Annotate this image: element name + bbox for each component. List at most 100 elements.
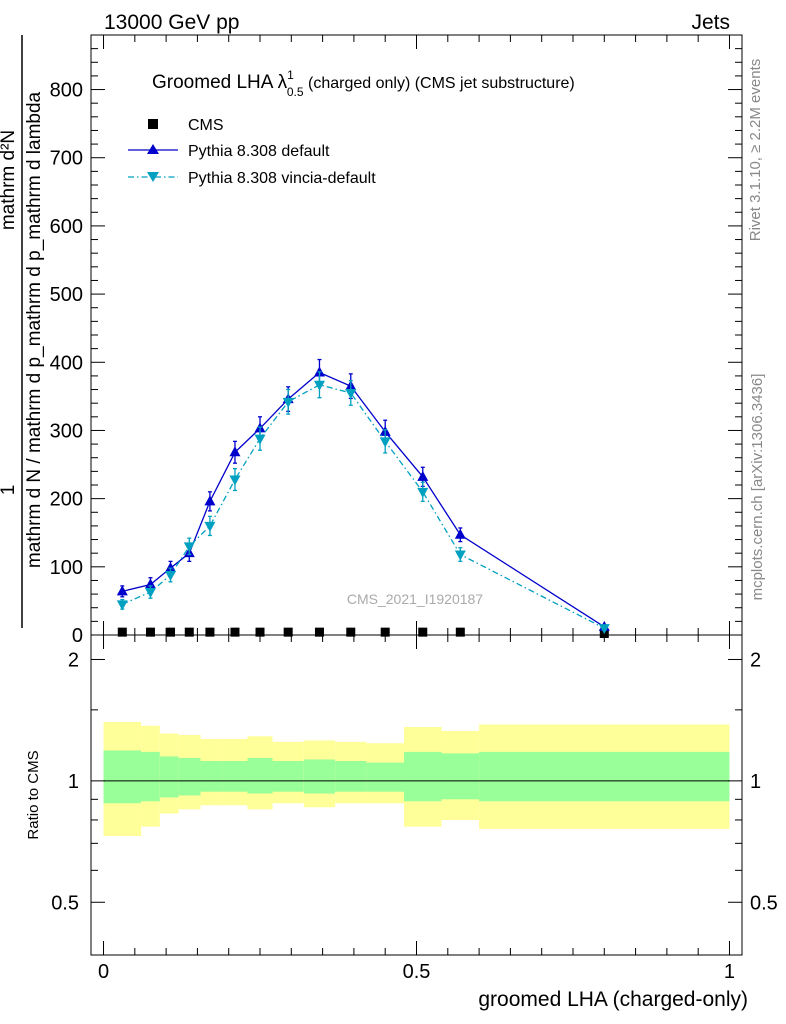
data-point-cms	[230, 627, 240, 637]
data-point-pythia-8-308-vincia-default	[116, 600, 128, 611]
ratio-green-band	[441, 753, 480, 800]
legend-pythia-vincia-label: Pythia 8.308 vincia-default	[188, 170, 376, 187]
data-point-pythia-8-308-vincia-default	[183, 542, 195, 553]
data-point-pythia-8-308-vincia-default	[144, 588, 156, 599]
data-point-pythia-8-308-default	[417, 470, 429, 481]
main-panel: 0 100 200 300 400 500 600 700 800 CMS_2021_I1920…	[0, 34, 743, 647]
data-point-pythia-8-308-default	[164, 562, 176, 573]
data-point-cms	[283, 627, 293, 637]
ratio-green-band	[159, 756, 179, 798]
legend-item-pythia-vincia: Pythia 8.308 vincia-default	[128, 170, 376, 187]
main-ytick-label: 300	[50, 420, 83, 442]
ratio-green-band	[479, 751, 730, 802]
ratio-ytick-label-right: 2	[750, 649, 761, 671]
ratio-x-ticks: 0 0.5 1	[98, 635, 735, 983]
ratio-xtick-label: 0	[98, 961, 109, 983]
data-point-pythia-8-308-vincia-default	[229, 475, 241, 486]
title-sup: 1	[287, 68, 294, 82]
ratio-green-band	[222, 761, 248, 792]
watermark: CMS_2021_I1920187	[347, 591, 483, 607]
legend-cms-label: CMS	[188, 117, 224, 134]
main-x-ticks	[103, 35, 730, 635]
legend-item-cms: CMS	[148, 117, 224, 134]
data-point-cms	[346, 627, 356, 637]
main-ytick-label: 100	[50, 557, 83, 579]
ratio-green-band	[303, 759, 336, 794]
data-point-cms	[455, 627, 465, 637]
rivet-label: Rivet 3.1.10, ≥ 2.2M events	[747, 59, 764, 242]
ratio-ytick-label: 0.5	[51, 892, 79, 914]
main-ytick-label: 200	[50, 489, 83, 511]
title-rest: (charged only) (CMS jet substructure)	[304, 75, 575, 92]
ratio-y-label: Ratio to CMS	[25, 750, 42, 839]
ratio-xtick-label: 1	[724, 961, 735, 983]
ratio-y-ticks: 0.5 0.5 1 1 2 2	[51, 649, 778, 914]
ylabel-top: mathrm d²N	[0, 130, 19, 230]
legend-cms-marker	[148, 119, 158, 129]
legend-pythia-default-label: Pythia 8.308 default	[188, 143, 330, 160]
main-ytick-label: 600	[50, 216, 83, 238]
data-point-pythia-8-308-vincia-default	[454, 550, 466, 561]
ratio-green-band	[272, 761, 304, 792]
main-ytick-label: 800	[50, 80, 83, 102]
ylabel-denominator: mathrm d N / mathrm d p_mathrm d p_mathr…	[24, 91, 45, 568]
data-point-pythia-8-308-default	[116, 585, 128, 596]
data-point-pythia-8-308-vincia-default	[254, 434, 266, 445]
header-right: Jets	[691, 11, 730, 34]
ratio-green-band	[141, 751, 160, 802]
data-point-cms	[184, 627, 194, 637]
ratio-panel: 0.5 0.51 12 2 0 0.5 1 Ratio to CMS groomed LH…	[25, 634, 778, 1011]
mcplots-label: mcplots.cern.ch [arXiv:1306.3436]	[749, 374, 766, 601]
data-point-pythia-8-308-vincia-default	[164, 571, 176, 581]
title-main: Groomed LHA	[152, 72, 278, 93]
series-layer	[116, 358, 610, 638]
chart-title: Groomed LHA λ1 0.5 (charged only) (CMS je…	[152, 68, 575, 99]
data-point-pythia-8-308-default	[204, 495, 216, 506]
ratio-green-band	[403, 751, 442, 802]
data-point-pythia-8-308-vincia-default	[379, 437, 391, 448]
ratio-ytick-label: 2	[68, 649, 79, 671]
data-point-pythia-8-308-vincia-default	[282, 397, 294, 408]
ratio-green-band	[178, 757, 201, 796]
main-ytick-label: 0	[72, 625, 83, 647]
data-point-pythia-8-308-vincia-default	[204, 521, 216, 532]
x-axis-label: groomed LHA (charged-only)	[478, 988, 748, 1011]
series-line-pythia-8-308-default	[122, 371, 605, 628]
ratio-ytick-label: 1	[68, 771, 79, 793]
ratio-ytick-label-right: 1	[750, 771, 761, 793]
data-point-cms	[165, 627, 175, 637]
data-point-pythia-8-308-vincia-default	[313, 380, 325, 391]
data-point-cms	[380, 627, 390, 637]
ratio-green-band	[366, 762, 404, 792]
main-y-ticks: 0 100 200 300 400 500 600 700 800	[50, 48, 742, 647]
data-point-pythia-8-308-default	[454, 528, 466, 539]
ratio-ytick-label-right: 0.5	[750, 892, 778, 914]
legend-item-pythia-default: Pythia 8.308 default	[128, 143, 330, 160]
ratio-xtick-label: 0.5	[403, 961, 431, 983]
ratio-green-band	[200, 761, 223, 792]
ylabel-numerator: 1	[0, 485, 19, 496]
data-point-cms	[255, 627, 265, 637]
data-point-pythia-8-308-vincia-default	[345, 388, 357, 399]
ratio-green-band	[335, 761, 367, 792]
series-line-pythia-8-308-vincia-default	[122, 384, 605, 629]
data-point-pythia-8-308-default	[144, 578, 156, 589]
main-ytick-label: 700	[50, 148, 83, 170]
ratio-green-band	[103, 750, 142, 804]
legend: CMS Pythia 8.308 default Pythia 8.308 vi…	[128, 117, 376, 187]
ratio-green-band	[247, 757, 273, 794]
legend-pythia-default-marker	[147, 144, 159, 154]
data-point-pythia-8-308-default	[229, 446, 241, 457]
title-sub: 0.5	[287, 85, 304, 99]
data-point-cms	[145, 627, 155, 637]
data-point-cms	[314, 627, 324, 637]
data-point-pythia-8-308-vincia-default	[417, 487, 429, 498]
main-ytick-label: 400	[50, 352, 83, 374]
ratio-bands	[103, 721, 730, 836]
main-ytick-label: 500	[50, 284, 83, 306]
data-point-cms	[205, 627, 215, 637]
title-lambda: λ	[278, 72, 288, 93]
data-point-pythia-8-308-vincia-default	[598, 624, 610, 635]
legend-pythia-vincia-marker	[147, 172, 159, 182]
